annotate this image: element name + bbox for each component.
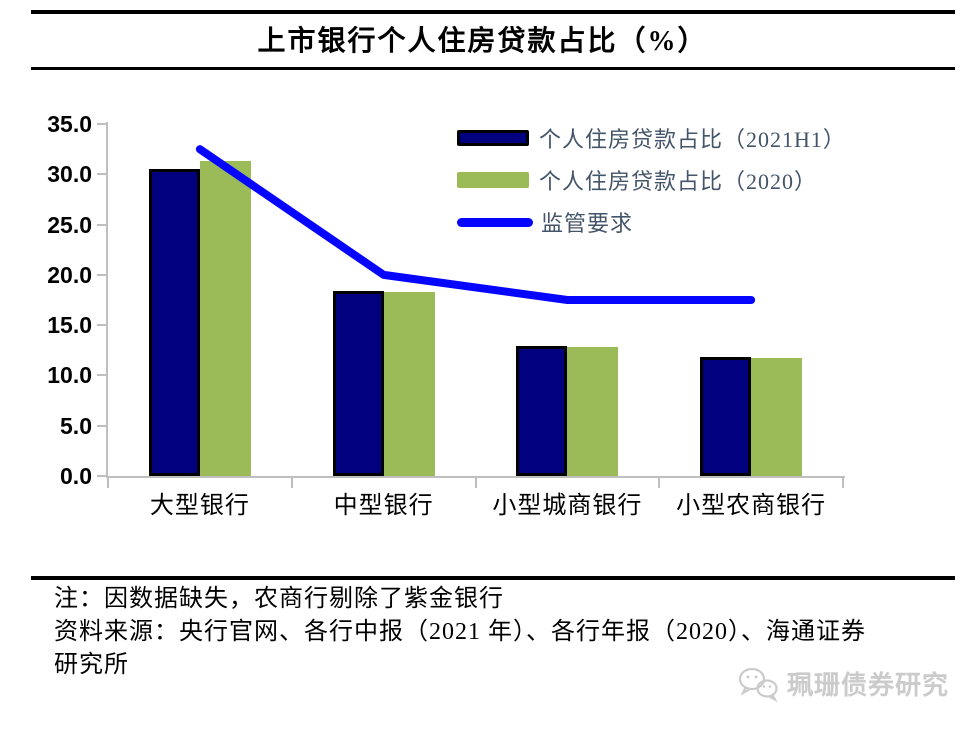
bar-2021h1-4	[700, 357, 752, 476]
x-axis-label: 大型银行	[149, 493, 250, 519]
chart-title: 上市银行个人住房贷款占比（%）	[257, 26, 708, 57]
x-axis-tick	[474, 478, 477, 488]
title-rule-bottom	[31, 67, 955, 70]
y-axis-label: 25.0	[47, 211, 92, 238]
watermark: 珮珊债券研究	[736, 665, 949, 702]
y-axis-label: 35.0	[47, 111, 92, 137]
legend-swatch-regulatory-line	[457, 217, 533, 227]
regulatory-requirement-line	[195, 145, 756, 304]
x-axis-tick	[658, 478, 661, 488]
plot-area: 个人住房贷款占比（2021H1） 个人住房贷款占比（2020） 监管要求 0.0…	[47, 111, 845, 519]
legend-swatch-2021h1	[457, 130, 529, 146]
x-axis-label: 中型银行	[333, 493, 434, 519]
x-axis-tick	[290, 478, 293, 488]
chart-legend: 个人住房贷款占比（2021H1） 个人住房贷款占比（2020） 监管要求	[457, 117, 846, 243]
y-axis-label: 10.0	[47, 362, 92, 389]
y-axis-label: 30.0	[47, 161, 92, 188]
bar-2021h1-3	[516, 346, 568, 476]
x-axis-tick	[107, 478, 109, 488]
legend-item-2021h1: 个人住房贷款占比（2021H1）	[457, 117, 846, 159]
legend-label-regulatory: 监管要求	[541, 211, 634, 236]
bar-2020-2	[383, 291, 435, 476]
bar-2020-3	[567, 347, 619, 476]
watermark-text: 珮珊债券研究	[786, 671, 949, 700]
legend-label-2020: 个人住房贷款占比（2020）	[539, 169, 818, 194]
y-axis-label: 0.0	[60, 463, 92, 489]
title-rule-top	[31, 10, 955, 14]
source-line: 资料来源：央行官网、各行中报（2021 年）、各行年报（2020）、海通证券研究…	[54, 619, 866, 678]
bar-2020-4	[751, 358, 803, 476]
bar-2021h1-1	[148, 169, 200, 476]
y-axis-tick	[97, 475, 106, 477]
y-axis	[106, 122, 108, 478]
y-axis-tick	[97, 173, 106, 176]
bar-2021h1-2	[332, 290, 384, 476]
legend-label-2021h1: 个人住房贷款占比（2021H1）	[539, 127, 846, 152]
wechat-icon	[738, 667, 778, 702]
y-axis-tick	[97, 223, 106, 226]
y-axis-tick	[97, 273, 106, 276]
x-axis	[106, 476, 845, 478]
x-axis-tick	[842, 478, 844, 488]
bar-2020-1	[199, 161, 251, 476]
legend-item-regulatory: 监管要求	[457, 201, 846, 243]
x-axis-label: 小型城商银行	[492, 493, 643, 519]
y-axis-label: 20.0	[47, 261, 92, 288]
y-axis-tick	[97, 123, 106, 125]
legend-item-2020: 个人住房贷款占比（2020）	[457, 159, 846, 201]
y-axis-label: 5.0	[60, 412, 92, 439]
y-axis-label: 15.0	[47, 312, 92, 339]
y-axis-tick	[97, 324, 106, 327]
footer-rule	[31, 576, 955, 580]
note-line: 注：因数据缺失，农商行剔除了紫金银行	[54, 586, 504, 612]
notes-block: 注：因数据缺失，农商行剔除了紫金银行 资料来源：央行官网、各行中报（2021 年…	[54, 583, 874, 682]
legend-swatch-2020	[457, 172, 529, 188]
x-axis-label: 小型农商银行	[676, 493, 827, 519]
y-axis-tick	[97, 374, 106, 377]
y-axis-tick	[97, 424, 106, 427]
